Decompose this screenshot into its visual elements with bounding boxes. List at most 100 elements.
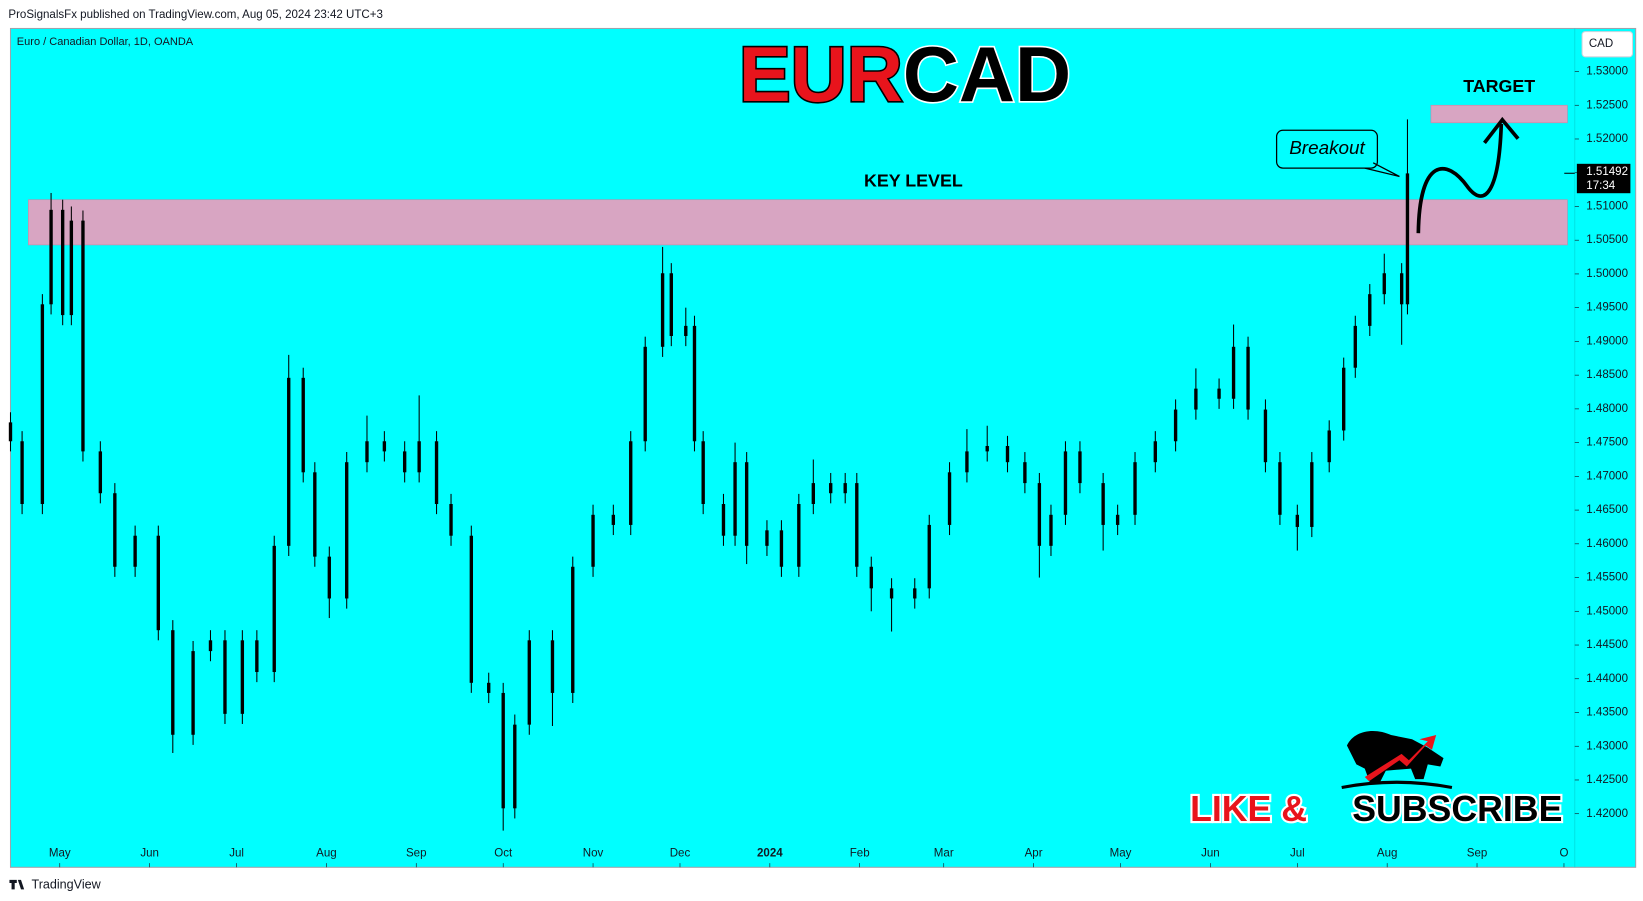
candle-body — [501, 692, 505, 809]
y-tick-label: 1.44000 — [1586, 673, 1628, 685]
y-tick-label: 1.52000 — [1586, 133, 1628, 145]
candle-body — [643, 346, 647, 442]
candle-body — [365, 441, 369, 463]
candle-body — [327, 556, 331, 599]
candle-body — [1246, 346, 1250, 410]
candle-body — [1399, 273, 1404, 305]
promo-subscribe: SUBSCRIBE — [1352, 789, 1562, 829]
candle-body — [733, 462, 737, 536]
x-tick-label: 2024 — [757, 848, 783, 860]
candle-body — [669, 273, 673, 337]
x-tick-label: Apr — [1025, 848, 1043, 860]
x-tick-label: Sep — [406, 848, 427, 860]
candle-body — [1368, 294, 1372, 326]
candle-body — [913, 588, 917, 599]
candle-body — [527, 640, 531, 725]
y-tick-label: 1.53000 — [1586, 66, 1628, 78]
candle-body — [449, 504, 453, 536]
y-tick-label: 1.45500 — [1586, 572, 1628, 584]
y-tick-label: 1.49500 — [1586, 302, 1628, 314]
x-tick-label: Oct — [494, 848, 513, 860]
plot-layer: KEY LEVEL TARGET — [8, 76, 1568, 831]
candle-body — [60, 209, 65, 316]
candle-body — [591, 514, 595, 567]
candle-body — [779, 530, 784, 567]
candle-body — [889, 588, 894, 599]
y-tick-label: 1.47000 — [1586, 470, 1628, 482]
candle-body — [171, 630, 175, 735]
candle-body — [382, 441, 387, 452]
candle-body — [611, 514, 616, 525]
candle-body — [345, 462, 349, 599]
breakout-callout — [1275, 129, 1379, 169]
candle-body — [721, 504, 726, 536]
candle-body — [843, 483, 847, 494]
symbol-info: Euro / Canadian Dollar, 1D, OANDA — [17, 36, 194, 48]
promo-like: LIKE & — [1190, 789, 1307, 829]
x-tick-label: Sep — [1467, 848, 1488, 860]
candle-body — [1405, 173, 1410, 305]
candle-body — [855, 483, 859, 567]
published-line: ProSignalsFx published on TradingView.co… — [8, 9, 382, 21]
candle-body — [1194, 388, 1198, 410]
candle-body — [313, 472, 317, 557]
candle-body — [1005, 445, 1010, 463]
candle-body — [985, 445, 989, 452]
y-tick-label: 1.50000 — [1586, 268, 1628, 280]
x-tick-label: O — [1559, 848, 1568, 860]
y-tick-label: 1.50500 — [1586, 234, 1628, 246]
candle-body — [1037, 483, 1042, 546]
chart-title: EURCAD — [739, 31, 1071, 117]
target-label: TARGET — [1463, 76, 1535, 96]
x-tick-label: Jun — [1201, 848, 1220, 860]
candle-body — [40, 304, 45, 505]
candle-body — [98, 451, 103, 494]
x-tick-label: Mar — [934, 848, 954, 860]
candle-body — [692, 325, 697, 442]
y-tick-label: 1.51000 — [1586, 201, 1628, 213]
title-quote: CAD — [903, 31, 1071, 117]
projection-arrowhead — [1483, 116, 1520, 145]
x-tick-label: Dec — [670, 848, 691, 860]
candle-body — [1115, 514, 1120, 525]
candle-body — [1101, 483, 1105, 525]
candle-body — [744, 462, 749, 546]
candle-body — [223, 640, 227, 714]
title-base: EUR — [739, 31, 903, 117]
candle-body — [1310, 462, 1314, 527]
candle-body — [765, 530, 769, 546]
y-tick-label: 1.46000 — [1586, 538, 1628, 550]
candle-body — [1173, 409, 1178, 442]
candle-body — [1153, 441, 1157, 463]
x-tick-label: Jun — [140, 848, 159, 860]
candle-body — [469, 535, 474, 683]
candle-body — [69, 220, 74, 316]
candle-body — [1231, 346, 1236, 399]
candle-body — [927, 524, 931, 589]
candle-body — [1327, 430, 1331, 463]
y-tick-label: 1.46500 — [1586, 504, 1628, 516]
y-tick-label: 1.43000 — [1586, 740, 1628, 752]
candle-body — [550, 640, 555, 693]
candle-body — [272, 545, 276, 673]
y-tick-label: 1.49000 — [1586, 335, 1628, 347]
candle-body — [660, 273, 665, 347]
candle-body — [487, 682, 491, 693]
candle-body — [1049, 514, 1053, 546]
candle-body — [811, 483, 815, 505]
y-tick-label: 1.52500 — [1586, 99, 1628, 111]
candle-body — [1217, 388, 1221, 399]
candle-body — [156, 535, 160, 631]
candle-body — [133, 535, 137, 567]
key-level-label: KEY LEVEL — [864, 171, 963, 191]
candle-body — [629, 441, 633, 525]
y-tick-label: 1.48500 — [1586, 369, 1628, 381]
last-price-box — [1576, 163, 1631, 194]
x-tick-label: May — [1110, 848, 1132, 860]
x-tick-label: Aug — [1377, 848, 1398, 860]
x-tick-label: Jul — [1290, 848, 1305, 860]
candle-body — [191, 651, 195, 735]
candle-body — [417, 441, 421, 473]
candle-body — [1063, 451, 1068, 515]
